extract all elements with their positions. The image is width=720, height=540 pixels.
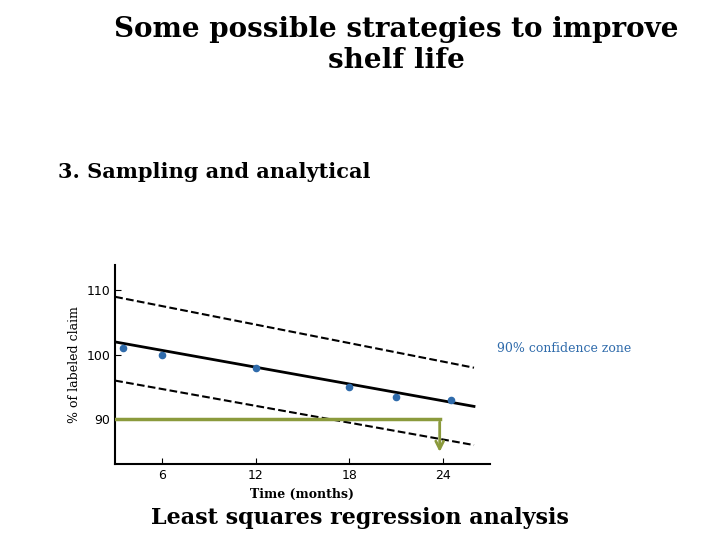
Point xyxy=(250,363,261,372)
Point xyxy=(156,350,168,359)
Point xyxy=(343,383,355,391)
X-axis label: Time (months): Time (months) xyxy=(251,488,354,501)
Point xyxy=(117,344,129,353)
Point xyxy=(445,396,456,404)
Text: Least squares regression analysis: Least squares regression analysis xyxy=(151,507,569,529)
Text: Some possible strategies to improve
shelf life: Some possible strategies to improve shel… xyxy=(114,16,678,75)
Text: 90% confidence zone: 90% confidence zone xyxy=(497,342,631,355)
Y-axis label: % of labeled claim: % of labeled claim xyxy=(68,306,81,423)
Text: 3. Sampling and analytical: 3. Sampling and analytical xyxy=(58,162,370,182)
Point xyxy=(390,393,402,401)
